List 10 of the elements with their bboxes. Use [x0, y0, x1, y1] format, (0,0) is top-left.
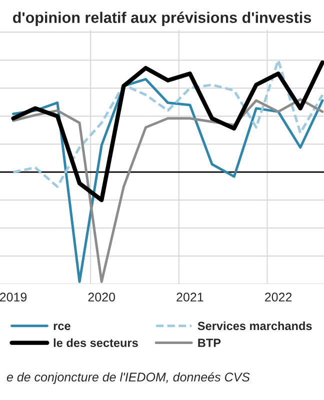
x-tick-label: 2020	[88, 292, 116, 302]
x-tick-label: 2022	[265, 292, 292, 302]
legend-label: rce	[54, 324, 70, 330]
legend-label: BTP	[198, 338, 221, 347]
legend-label: le des secteurs	[54, 338, 138, 348]
text: e de conjoncture de l'IEDOM, donneés CVS	[6, 372, 250, 384]
x-tick-label: 2021	[176, 292, 204, 302]
x-tick-label: 2019	[0, 292, 27, 302]
chart-title: d'opinion relatif aux prévisions d'investis	[12, 12, 312, 26]
legend-label: Services marchands	[198, 321, 312, 330]
